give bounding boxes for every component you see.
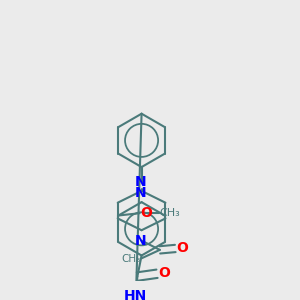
Text: O: O (176, 241, 188, 255)
Text: O: O (140, 206, 152, 220)
Text: N: N (134, 234, 146, 248)
Text: O: O (158, 266, 170, 280)
Text: CH₃: CH₃ (121, 254, 140, 264)
Text: HN: HN (123, 289, 147, 300)
Text: N: N (134, 175, 146, 189)
Text: N: N (134, 186, 146, 200)
Text: CH₃: CH₃ (160, 208, 180, 218)
